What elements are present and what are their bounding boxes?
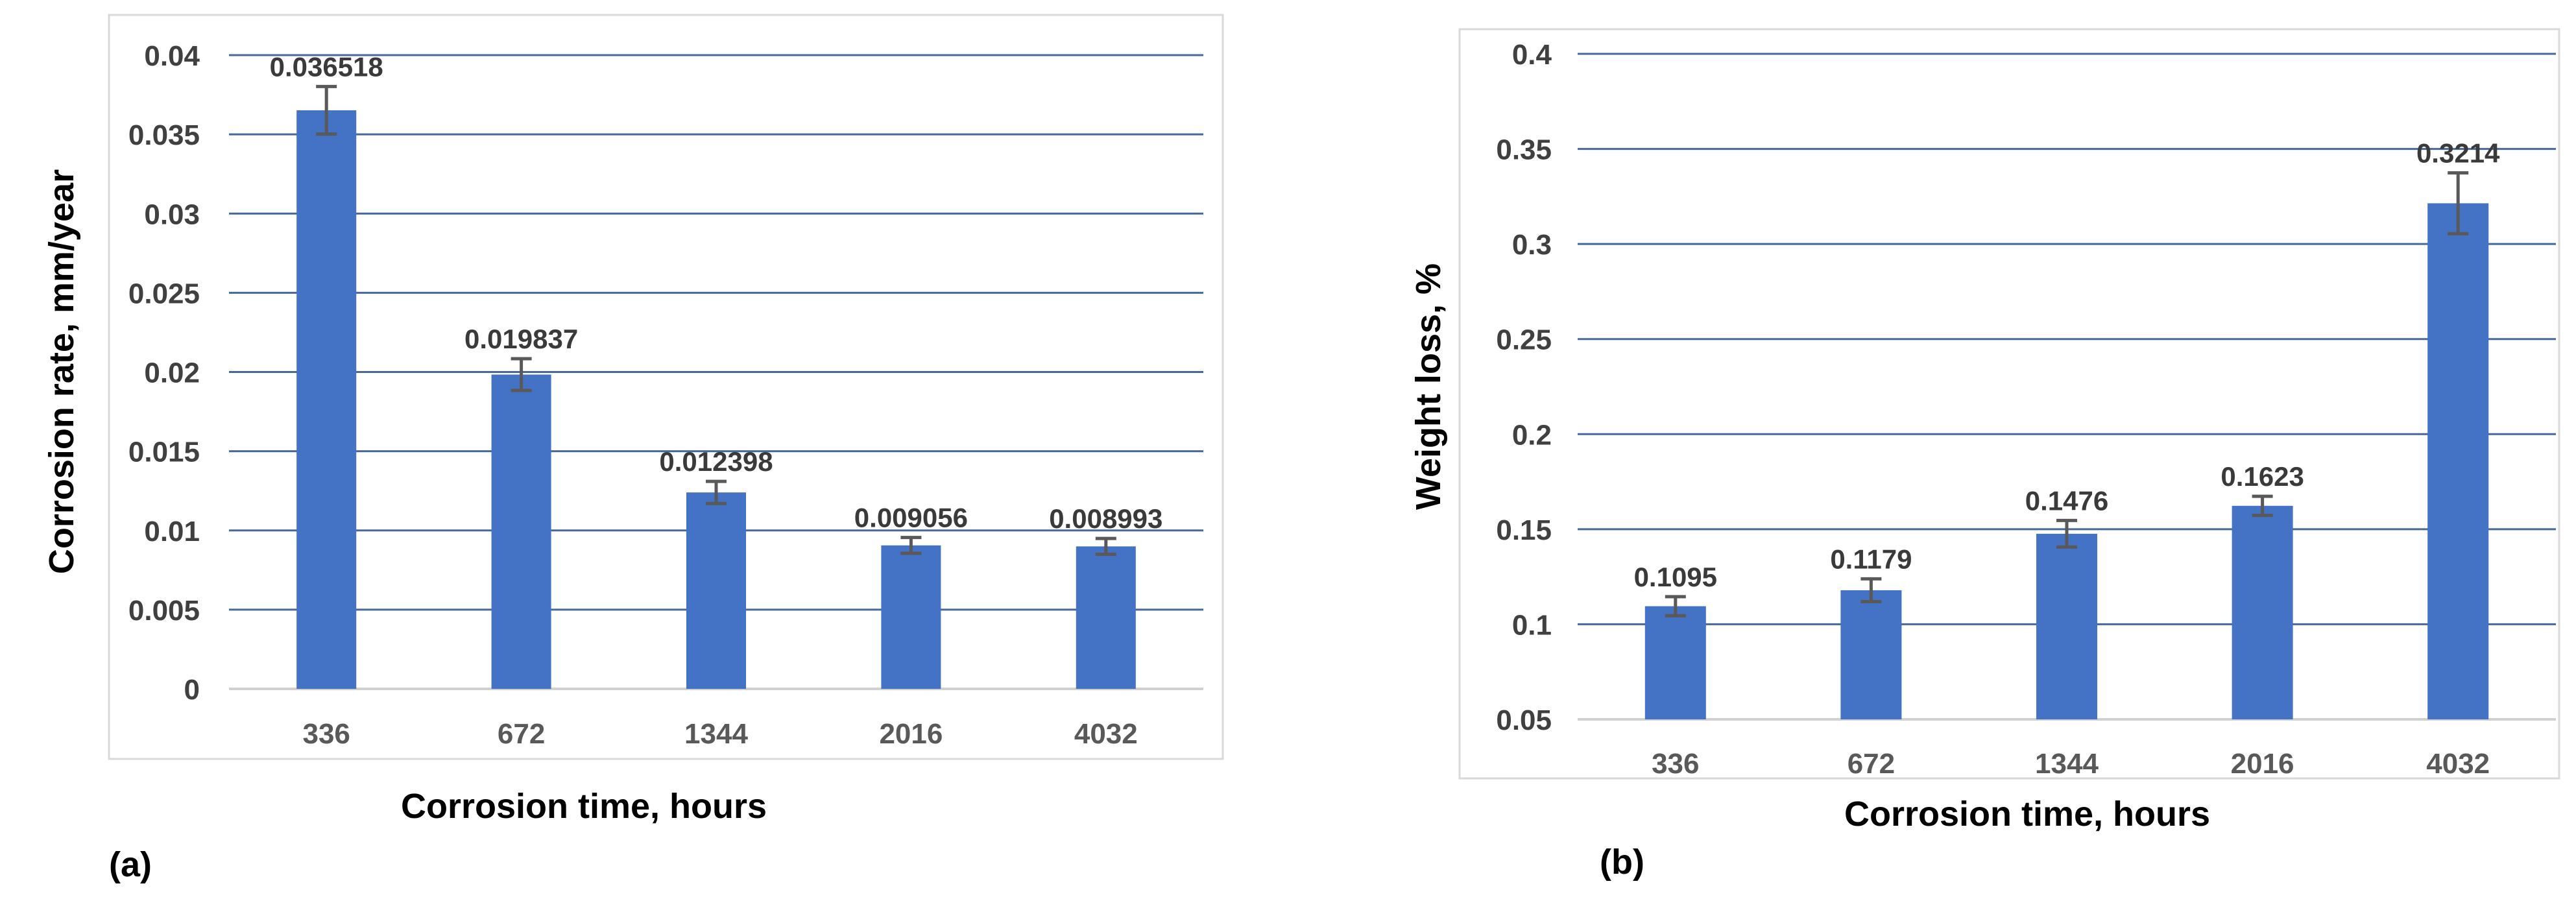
chart-a-bar-336 bbox=[296, 110, 357, 689]
chart-a-x-tick-label: 336 bbox=[302, 718, 350, 750]
chart-a-data-label: 0.012398 bbox=[659, 446, 773, 477]
chart-b-x-axis-title: Corrosion time, hours bbox=[1844, 795, 2211, 834]
chart-b-border bbox=[1458, 28, 2560, 780]
chart-b-data-label: 0.3214 bbox=[2416, 138, 2500, 169]
chart-a-y-tick-label: 0.025 bbox=[128, 278, 200, 309]
chart-b-x-tick-label: 4032 bbox=[2426, 748, 2490, 780]
chart-a-data-label: 0.009056 bbox=[854, 503, 968, 533]
chart-a-y-tick-label: 0.03 bbox=[144, 198, 200, 230]
chart-b-x-tick-label: 672 bbox=[1848, 748, 1895, 780]
chart-a-border bbox=[108, 14, 1224, 760]
chart-a-bar-672 bbox=[491, 374, 551, 689]
chart-a-y-tick-label: 0.015 bbox=[128, 437, 200, 468]
chart-b-data-label: 0.1179 bbox=[1830, 544, 1912, 574]
chart-b-data-label: 0.1476 bbox=[2025, 485, 2108, 516]
chart-a-bar-2016 bbox=[881, 545, 941, 689]
chart-a-x-tick-label: 4032 bbox=[1074, 718, 1138, 750]
chart-b-y-tick-label: 0.15 bbox=[1496, 514, 1552, 546]
chart-a-y-tick-label: 0 bbox=[184, 674, 200, 706]
chart-b-y-tick-label: 0.4 bbox=[1512, 39, 1552, 71]
chart-a-x-tick-label: 2016 bbox=[879, 718, 943, 750]
chart-b-y-tick-label: 0.35 bbox=[1496, 134, 1552, 166]
chart-b-y-tick-label: 0.2 bbox=[1512, 419, 1552, 451]
chart-b-bar-672 bbox=[1840, 590, 1902, 719]
chart-a-bar-4032 bbox=[1076, 546, 1136, 689]
chart-b-data-label: 0.1623 bbox=[2221, 461, 2304, 492]
chart-b-data-label: 0.1095 bbox=[1634, 562, 1717, 592]
chart-a-x-axis-title: Corrosion time, hours bbox=[400, 787, 767, 826]
chart-b-bar-1344 bbox=[2036, 533, 2097, 719]
chart-a-y-axis-title: Corrosion rate, mm/year bbox=[42, 169, 81, 575]
chart-b-x-tick-label: 336 bbox=[1652, 748, 1699, 780]
chart-a-data-label: 0.019837 bbox=[464, 324, 578, 354]
chart-a-x-tick-label: 1344 bbox=[684, 718, 748, 750]
chart-a-data-label: 0.008993 bbox=[1049, 503, 1162, 534]
chart-b-y-tick-label: 0.1 bbox=[1512, 609, 1552, 641]
chart-a-y-tick-label: 0.02 bbox=[144, 357, 200, 389]
chart-b-y-axis-title: Weight loss, % bbox=[1409, 263, 1448, 510]
panel-label-b: (b) bbox=[1600, 843, 1644, 882]
chart-a-data-label: 0.036518 bbox=[270, 51, 383, 82]
chart-a-y-tick-label: 0.01 bbox=[144, 516, 200, 547]
chart-b-y-tick-label: 0.3 bbox=[1512, 229, 1552, 261]
chart-a-y-tick-label: 0.035 bbox=[128, 119, 200, 151]
chart-b-bar-2016 bbox=[2232, 505, 2293, 719]
chart-b-y-tick-label: 0.25 bbox=[1496, 324, 1552, 356]
chart-b-bar-336 bbox=[1644, 606, 1706, 719]
chart-b-x-tick-label: 1344 bbox=[2035, 748, 2099, 780]
chart-b-y-tick-label: 0.05 bbox=[1496, 704, 1552, 736]
chart-a-x-tick-label: 672 bbox=[498, 718, 545, 750]
chart-b-bar-4032 bbox=[2427, 203, 2489, 719]
chart-a-y-tick-label: 0.04 bbox=[144, 40, 200, 72]
chart-b-x-tick-label: 2016 bbox=[2231, 748, 2294, 780]
panel-label-a: (a) bbox=[109, 845, 152, 884]
chart-a-y-tick-label: 0.005 bbox=[128, 595, 200, 627]
chart-a-bar-1344 bbox=[686, 492, 746, 689]
